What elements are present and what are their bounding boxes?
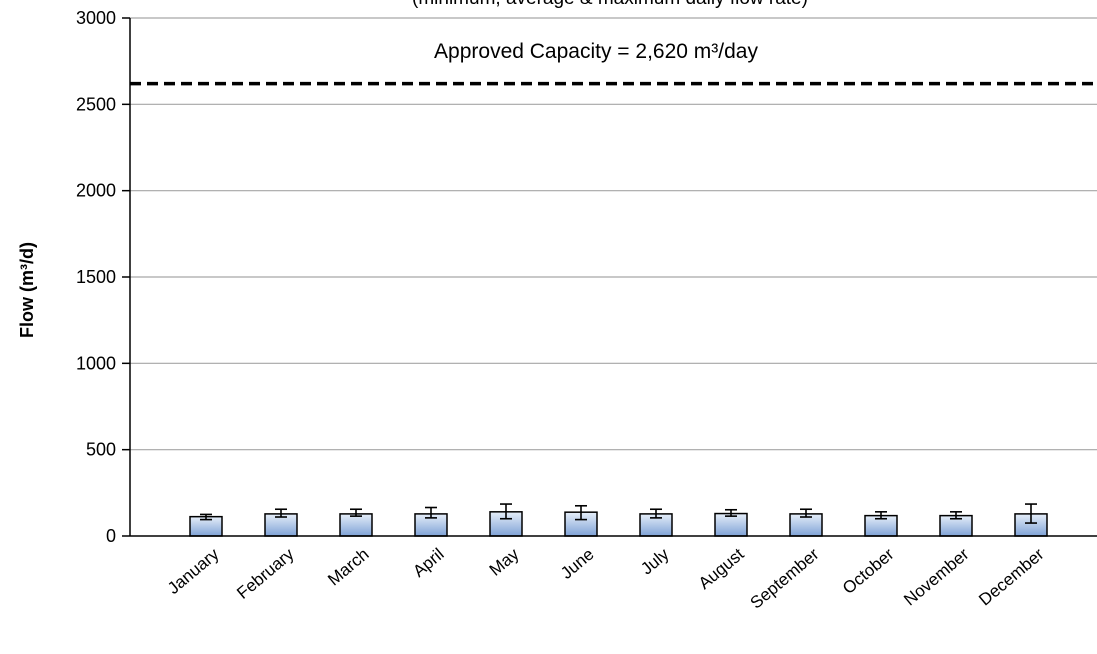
y-tick-label: 2000 — [76, 181, 116, 201]
x-tick-label: November — [900, 544, 973, 609]
y-tick-label: 1000 — [76, 353, 116, 373]
x-tick-label: May — [486, 544, 523, 580]
x-tick-label: April — [409, 545, 447, 581]
bar — [339, 513, 373, 537]
x-tick-label: October — [839, 544, 898, 598]
x-tick-labels: January February March April May June July Augu… — [164, 544, 1048, 612]
y-tick-label: 3000 — [76, 8, 116, 28]
x-tick-label: February — [233, 544, 298, 603]
x-tick-label: September — [747, 544, 823, 612]
y-tick-labels: 0 500 1000 1500 2000 2500 3000 — [76, 8, 130, 546]
x-tick-label: August — [695, 544, 748, 593]
chart-subtitle: (minimum, average & maximum daily flow r… — [412, 0, 808, 9]
x-tick-label: January — [164, 544, 223, 598]
y-axis-title: Flow (m³/d) — [17, 242, 37, 338]
x-tick-label: June — [557, 545, 597, 583]
y-tick-label: 1500 — [76, 267, 116, 287]
x-tick-label: March — [324, 545, 372, 590]
y-tick-label: 500 — [86, 440, 116, 460]
bars — [189, 503, 1048, 537]
y-tick-label: 2500 — [76, 94, 116, 114]
y-tick-label: 0 — [106, 526, 116, 546]
x-tick-label: July — [637, 544, 673, 578]
gridlines — [130, 17, 1097, 451]
reference-line-group: Approved Capacity = 2,620 m³/day — [130, 40, 1097, 86]
approved-capacity-label: Approved Capacity = 2,620 m³/day — [434, 40, 758, 63]
x-tick-label: December — [975, 544, 1048, 609]
